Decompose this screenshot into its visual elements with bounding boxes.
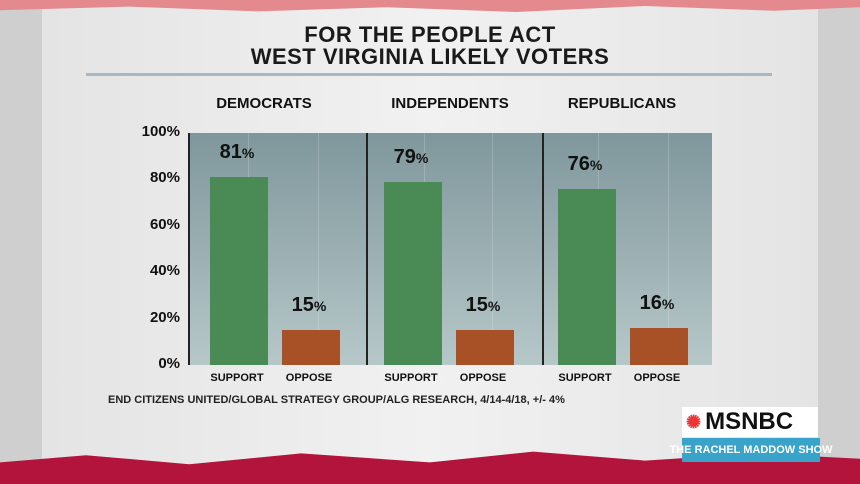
bar-support <box>558 188 616 365</box>
bar-support <box>384 181 442 365</box>
bar-oppose <box>630 327 688 365</box>
x-category-label: SUPPORT <box>210 372 264 384</box>
gridline <box>668 133 669 365</box>
network-name: MSNBC <box>705 408 794 435</box>
data-label: 16% <box>639 291 675 314</box>
chart-subtitle: WEST VIRGINIA LIKELY VOTERS <box>250 44 610 69</box>
y-tick-label: 80% <box>149 169 180 187</box>
group-separator <box>366 133 368 365</box>
x-category-label: OPPOSE <box>285 372 333 384</box>
msnbc-logo: ✺ MSNBC <box>682 407 818 437</box>
y-tick-label: 20% <box>149 308 180 326</box>
y-tick-label: 60% <box>149 215 180 233</box>
bar-oppose <box>282 330 340 365</box>
bar-support <box>210 177 268 365</box>
show-logo: THE RACHEL MADDOW SHOW <box>670 438 832 462</box>
y-tick-label: 100% <box>141 123 180 140</box>
bar-oppose <box>456 330 514 365</box>
plot-area <box>188 133 712 365</box>
y-tick-label: 0% <box>158 355 180 372</box>
title-divider <box>86 73 772 76</box>
gridline <box>492 133 493 365</box>
group-label-republicans: REPUBLICANS <box>567 95 677 112</box>
data-label: 81% <box>219 141 255 164</box>
group-label-independents: INDEPENDENTS <box>391 95 509 112</box>
data-label: 15% <box>291 294 327 317</box>
chart-title: FOR THE PEOPLE ACT <box>304 22 556 47</box>
x-category-label: OPPOSE <box>459 372 507 384</box>
group-separator <box>542 133 544 365</box>
x-category-label: SUPPORT <box>384 372 438 384</box>
group-label-democrats: DEMOCRATS <box>216 95 312 112</box>
data-label: 15% <box>465 294 501 317</box>
source-note: END CITIZENS UNITED/GLOBAL STRATEGY GROU… <box>108 394 565 406</box>
y-tick-label: 40% <box>149 262 180 280</box>
peacock-icon: ✺ <box>686 411 702 432</box>
data-label: 79% <box>393 145 429 168</box>
x-category-label: SUPPORT <box>558 372 612 384</box>
gridline <box>318 133 319 365</box>
data-label: 76% <box>567 152 603 175</box>
x-category-label: OPPOSE <box>633 372 681 384</box>
